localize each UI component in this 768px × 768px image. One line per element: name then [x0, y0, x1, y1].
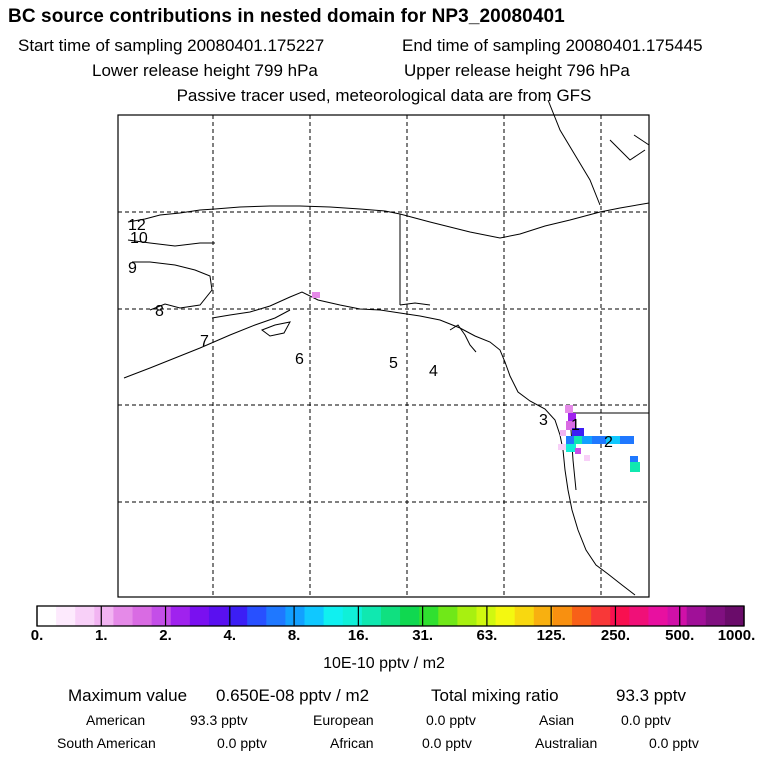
colorbar-cell [667, 606, 688, 626]
colorbar-cell [438, 606, 458, 626]
colorbar-tick-label: 125. [536, 627, 566, 644]
colorbar-tick-label: 250. [600, 627, 631, 644]
total-mixing-value: 93.3 pptv [616, 686, 686, 705]
colorbar-cell [247, 606, 267, 626]
track-label-10: 10 [130, 230, 148, 247]
map-gridlines [118, 115, 649, 597]
track-label-3: 3 [539, 412, 548, 429]
region-name-african: African [330, 735, 374, 751]
chart-title: BC source contributions in nested domain… [8, 6, 565, 27]
colorbar-cell [419, 606, 439, 626]
track-label-2: 2 [604, 434, 613, 451]
region-name-australian: Australian [535, 735, 598, 751]
colorbar-cell [56, 606, 76, 626]
region-name-south-american: South American [57, 735, 156, 751]
colorbar-cell [228, 606, 248, 626]
lower-release-label: Lower release height 799 hPa [92, 61, 318, 80]
colorbar-unit: 10E-10 pptv / m2 [323, 655, 445, 672]
colorbar-cell [37, 606, 57, 626]
colorbar-cell [132, 606, 153, 626]
colorbar-tick-label: 1. [95, 627, 108, 644]
colorbar-cell [591, 606, 611, 626]
region-value-american: 93.3 pptv [190, 712, 248, 728]
colorbar-cell [208, 606, 229, 626]
colorbar-cell [705, 606, 726, 626]
colorbar-cell [380, 606, 401, 626]
colorbar-cell [170, 606, 191, 626]
colorbar-tick-label: 8. [287, 627, 301, 644]
colorbar-cell [75, 606, 95, 626]
colorbar-tick-label: 500. [665, 627, 695, 644]
emission-cells [312, 292, 640, 472]
colorbar-cell [323, 606, 344, 626]
colorbar-cell [361, 606, 382, 626]
colorbar-cell [686, 606, 707, 626]
track-label-1: 1 [571, 417, 580, 434]
colorbar-cell [648, 606, 669, 626]
region-value-australian: 0.0 pptv [649, 735, 699, 751]
colorbar-cell [94, 606, 115, 626]
colorbar-tick-label: 4. [223, 627, 237, 644]
track-label-7: 7 [200, 333, 209, 350]
colorbar-tick-label: 16. [347, 627, 369, 644]
track-label-8: 8 [155, 303, 164, 320]
total-mixing-label: Total mixing ratio [431, 686, 559, 705]
track-label-6: 6 [295, 351, 304, 368]
region-name-asian: Asian [539, 712, 575, 728]
region-name-american: American [86, 712, 146, 728]
upper-release-label: Upper release height 796 hPa [404, 61, 630, 80]
track-label-4: 4 [429, 363, 438, 380]
colorbar-cell [495, 606, 516, 626]
region-value-south-american: 0.0 pptv [217, 735, 267, 751]
colorbar-cell [189, 606, 210, 626]
track-label-5: 5 [389, 355, 398, 372]
colorbar-cell [457, 606, 478, 626]
track-label-12: 12 [128, 217, 146, 234]
colorbar-tick-label: 0. [30, 627, 44, 644]
tracer-note: Passive tracer used, meteorological data… [176, 86, 592, 105]
colorbar-cell [342, 606, 363, 626]
max-value-label: Maximum value [68, 686, 188, 705]
colorbar-cell [629, 606, 650, 626]
colorbar-cell [724, 606, 745, 626]
region-name-european: European [313, 712, 374, 728]
coastlines [123, 99, 650, 596]
track-labels: 12 10 9 8 7 6 5 4 3 2 1 [128, 217, 613, 451]
colorbar-cell [400, 606, 420, 626]
colorbar-cell [151, 606, 172, 626]
start-time-label: Start time of sampling 20080401.175227 [18, 36, 325, 55]
colorbar-cell [572, 606, 592, 626]
end-time-label: End time of sampling 20080401.175445 [402, 36, 703, 55]
colorbar-cell [533, 606, 554, 626]
colorbar-tick-label: 1000. [717, 627, 756, 644]
colorbar-cell [266, 606, 287, 626]
colorbar-cell [610, 606, 630, 626]
region-value-asian: 0.0 pptv [621, 712, 671, 728]
colorbar-cell [285, 606, 306, 626]
colorbar-frame [36, 605, 745, 627]
colorbar-tick-label: 31. [412, 627, 434, 644]
colorbar-tick-label: 63. [476, 627, 498, 644]
map-frame [117, 114, 650, 598]
colorbar-cell [552, 606, 573, 626]
colorbar-tick-label: 2. [159, 627, 172, 644]
track-label-9: 9 [128, 260, 137, 277]
region-value-european: 0.0 pptv [426, 712, 476, 728]
region-value-african: 0.0 pptv [422, 735, 472, 751]
max-value: 0.650E-08 pptv / m2 [216, 686, 370, 705]
colorbar-cell [304, 606, 325, 626]
colorbar-cell [514, 606, 535, 626]
colorbar-cell [113, 606, 134, 626]
